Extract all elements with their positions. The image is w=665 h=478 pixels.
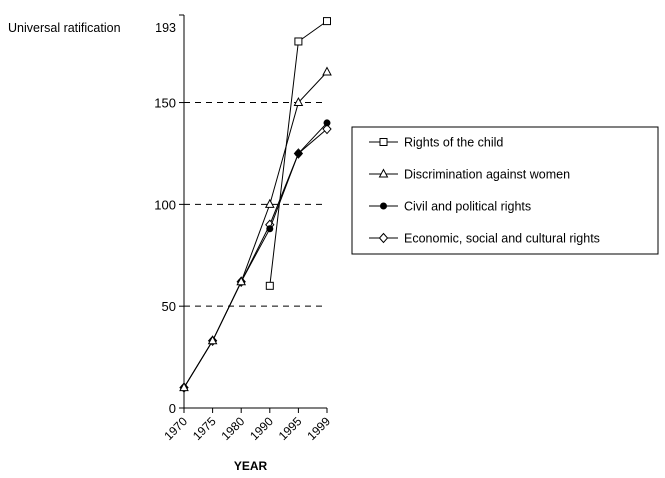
data-point-triangle: [293, 96, 304, 107]
data-point-triangle: [179, 382, 189, 392]
x-axis-title: YEAR: [234, 459, 268, 473]
series-economic-social-and-cultural-rights: [179, 123, 332, 393]
x-tick-label: 1995: [276, 414, 305, 443]
axes: [183, 15, 327, 409]
series-lines: [179, 17, 332, 393]
series-discrimination-against-women: [179, 66, 332, 392]
legend-label: Economic, social and cultural rights: [404, 232, 600, 246]
y-tick-label: 150: [154, 96, 176, 111]
data-point-triangle: [322, 66, 332, 76]
series-line: [183, 122, 328, 388]
series-line: [183, 128, 328, 388]
universal-ratification-value: 193: [155, 21, 176, 35]
y-tick-label: 100: [154, 197, 176, 212]
data-point-circle: [266, 225, 274, 233]
y-tick-label: 50: [162, 299, 176, 314]
series-civil-and-political-rights: [180, 119, 331, 392]
data-point-triangle: [207, 335, 218, 345]
x-tick-label: 1990: [247, 414, 276, 443]
y-tick-label: 0: [169, 401, 176, 416]
x-tick-label: 1999: [304, 414, 333, 443]
universal-ratification-label: Universal ratification: [8, 21, 121, 35]
legend-entry: Economic, social and cultural rights: [369, 232, 600, 246]
data-point-triangle: [264, 198, 275, 208]
legend-label: Discrimination against women: [404, 168, 570, 182]
x-tick-labels: 1970 1975 1980 1990 1995 1999: [161, 408, 333, 443]
x-tick-label: 1980: [219, 414, 248, 443]
x-tick-label: 1975: [190, 414, 219, 443]
gridlines: [184, 102, 327, 307]
data-point-triangle: [378, 168, 389, 178]
data-point-square: [323, 17, 331, 26]
legend-box: [351, 126, 659, 255]
data-point-circle: [380, 202, 387, 210]
series-rights-of-the-child: [265, 17, 331, 290]
data-point-square: [265, 281, 274, 290]
series-line: [183, 71, 328, 388]
legend-entry: Civil and political rights: [369, 200, 531, 214]
y-tick-labels: 0 50 100 150: [154, 14, 184, 416]
data-point-diamond: [322, 123, 332, 135]
data-point-square: [294, 37, 303, 46]
legend-entry: Discrimination against women: [369, 168, 570, 182]
x-tick-label: 1970: [161, 414, 190, 443]
data-point-triangle: [236, 276, 247, 286]
data-point-square: [379, 138, 388, 146]
data-point-circle: [323, 119, 331, 127]
data-point-diamond: [378, 232, 389, 244]
legend-label: Rights of the child: [404, 136, 503, 150]
legend-entry: Rights of the child: [369, 136, 503, 150]
legend-label: Civil and political rights: [404, 200, 531, 214]
data-point-circle: [294, 149, 302, 157]
legend: Rights of the child Discrimination agains…: [351, 126, 659, 255]
